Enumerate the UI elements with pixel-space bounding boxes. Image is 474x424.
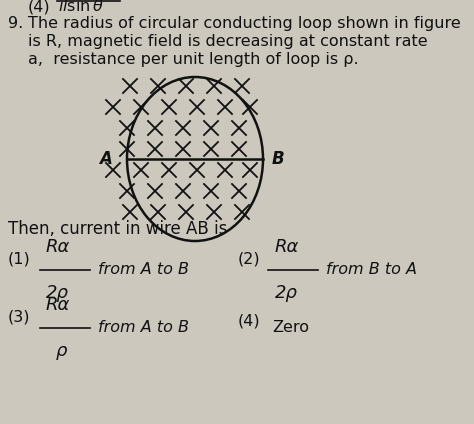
Text: from A to B: from A to B	[98, 321, 189, 335]
Text: from A to B: from A to B	[98, 262, 189, 277]
Text: The radius of circular conducting loop shown in figure: The radius of circular conducting loop s…	[28, 16, 461, 31]
Text: Rα: Rα	[46, 238, 70, 256]
Text: is R, magnetic field is decreasing at constant rate: is R, magnetic field is decreasing at co…	[28, 34, 428, 49]
Text: (4): (4)	[28, 0, 51, 14]
Text: from B to A: from B to A	[326, 262, 417, 277]
Text: A: A	[99, 150, 112, 168]
Text: (3): (3)	[8, 309, 30, 324]
Text: (1): (1)	[8, 251, 31, 266]
Text: Rα: Rα	[275, 238, 300, 256]
Text: (2): (2)	[238, 251, 261, 266]
Text: Rα: Rα	[46, 296, 70, 314]
Text: ρ: ρ	[56, 342, 67, 360]
Text: Zero: Zero	[272, 321, 309, 335]
Text: (4): (4)	[238, 313, 261, 328]
Text: a,  resistance per unit length of loop is ρ.: a, resistance per unit length of loop is…	[28, 52, 359, 67]
Text: $il\sin\theta$: $il\sin\theta$	[58, 0, 104, 14]
Text: 9.: 9.	[8, 16, 23, 31]
Text: 2ρ: 2ρ	[46, 284, 69, 302]
Text: Then, current in wire AB is: Then, current in wire AB is	[8, 220, 228, 238]
Text: B: B	[272, 150, 284, 168]
Text: 2ρ: 2ρ	[275, 284, 298, 302]
